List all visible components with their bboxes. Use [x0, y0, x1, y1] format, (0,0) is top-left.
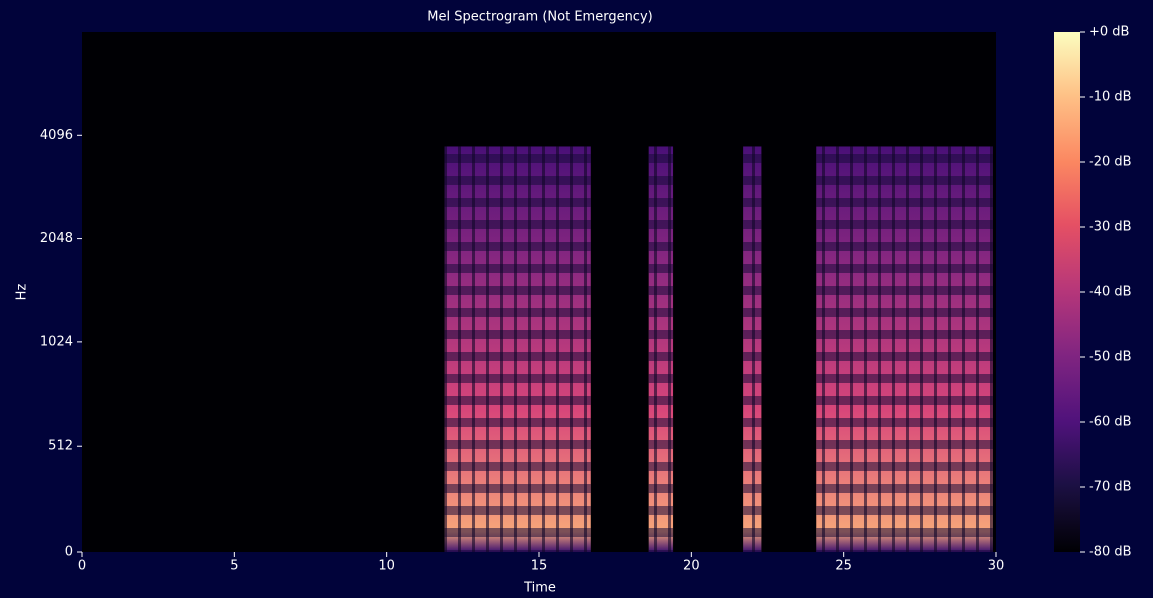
x-tick-label: 0 — [78, 559, 86, 574]
harmonic-texture — [648, 146, 674, 553]
y-axis-label: Hz — [15, 284, 30, 301]
y-tick-label: 4096 — [40, 128, 73, 143]
harmonic-texture — [816, 146, 993, 553]
colorbar-tick-label: -70 dB — [1089, 480, 1132, 495]
x-tick-label: 15 — [531, 559, 548, 574]
y-tick-label: 2048 — [40, 231, 73, 246]
y-tick-label: 512 — [48, 439, 73, 454]
colorbar-tick-label: -30 dB — [1089, 220, 1132, 235]
x-tick-label: 5 — [230, 559, 238, 574]
colorbar-tick-label: -20 dB — [1089, 155, 1132, 170]
x-axis-label: Time — [523, 581, 556, 596]
y-tick-label: 1024 — [40, 334, 73, 349]
colorbar-tick-label: -10 dB — [1089, 90, 1132, 105]
y-tick-label: 0 — [65, 545, 73, 560]
colorbar-tick-label: -80 dB — [1089, 545, 1132, 560]
colorbar-tick-label: +0 dB — [1089, 25, 1129, 40]
x-tick-label: 20 — [683, 559, 700, 574]
colorbar-tick-label: -40 dB — [1089, 285, 1132, 300]
harmonic-texture — [743, 146, 762, 553]
colorbar — [1054, 32, 1080, 552]
colorbar-tick-label: -50 dB — [1089, 350, 1132, 365]
harmonic-texture — [444, 146, 591, 553]
chart-title: Mel Spectrogram (Not Emergency) — [427, 10, 652, 25]
x-tick-label: 10 — [378, 559, 395, 574]
x-tick-label: 25 — [835, 559, 852, 574]
colorbar-tick-label: -60 dB — [1089, 415, 1132, 430]
x-tick-label: 30 — [988, 559, 1005, 574]
